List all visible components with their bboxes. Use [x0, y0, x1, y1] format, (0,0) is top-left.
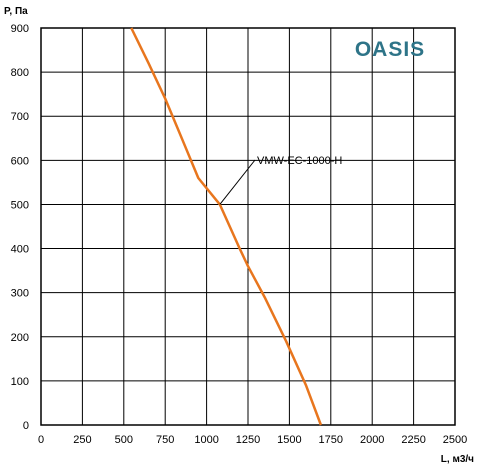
x-tick-label: 500 — [115, 434, 133, 446]
y-tick-label: 600 — [11, 155, 29, 167]
y-tick-label: 200 — [11, 332, 29, 344]
x-tick-label: 2000 — [360, 434, 384, 446]
y-tick-label: 0 — [23, 420, 29, 432]
y-tick-label: 100 — [11, 376, 29, 388]
x-tick-label: 1250 — [236, 434, 260, 446]
y-tick-label: 400 — [11, 244, 29, 256]
x-tick-label: 1000 — [194, 434, 218, 446]
y-tick-label: 300 — [11, 288, 29, 300]
x-tick-label: 0 — [38, 434, 44, 446]
series-leader-line — [219, 159, 256, 205]
x-tick-label: 2500 — [443, 434, 467, 446]
y-tick-label: 700 — [11, 111, 29, 123]
x-tick-label: 1750 — [319, 434, 343, 446]
oasis-logo: OASIS — [355, 38, 425, 61]
y-tick-labels: 0 100 200 300 400 500 600 700 800 900 — [11, 23, 29, 432]
series-label: VMW-EC-1000-H — [257, 155, 342, 167]
plot-border — [40, 27, 456, 426]
y-tick-label: 900 — [11, 23, 29, 35]
x-axis-title: L, м3/ч — [441, 454, 474, 465]
x-tick-label: 1500 — [277, 434, 301, 446]
series-line — [130, 27, 323, 426]
grid — [40, 27, 456, 426]
x-tick-label: 750 — [156, 434, 174, 446]
series-layer — [130, 27, 323, 426]
y-axis-title: P, Па — [4, 6, 28, 17]
y-tick-label: 500 — [11, 199, 29, 211]
x-tick-labels: 0 250 500 750 1000 1250 1500 1750 2000 2250 2500 — [38, 434, 467, 446]
plot-frame — [40, 27, 456, 426]
x-tick-label: 2250 — [401, 434, 425, 446]
x-tick-label: 250 — [73, 434, 91, 446]
y-tick-label: 800 — [11, 67, 29, 79]
